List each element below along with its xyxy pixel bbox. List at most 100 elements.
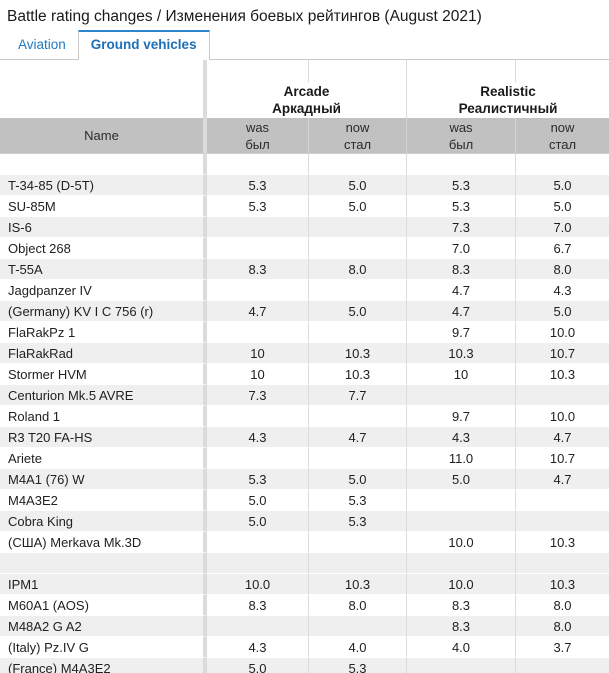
realistic-was-value: 7.3 xyxy=(406,217,515,238)
realistic-now-value: 8.0 xyxy=(515,595,609,616)
arcade-was-value: 7.3 xyxy=(207,385,308,406)
table-row: FlaRakRad 10 10.3 10.3 10.7 xyxy=(0,343,609,364)
realistic-was-value xyxy=(406,490,515,511)
realistic-was-value: 10.3 xyxy=(406,343,515,364)
vehicle-name: IPM1 xyxy=(0,574,207,595)
table-top-gap-row xyxy=(0,154,609,175)
vehicle-name: Cobra King xyxy=(0,511,207,532)
table-row: (France) M4A3E2 5.0 5.3 xyxy=(0,658,609,673)
realistic-was-value: 8.3 xyxy=(406,259,515,280)
table-row: R3 T20 FA-HS 4.3 4.7 4.3 4.7 xyxy=(0,427,609,448)
spacer-cell xyxy=(308,553,406,574)
table-row: Object 268 7.0 6.7 xyxy=(0,238,609,259)
vehicle-name: Stormer HVM xyxy=(0,364,207,385)
arcade-was-value: 5.0 xyxy=(207,511,308,532)
realistic-now-value: 10.7 xyxy=(515,448,609,469)
realistic-label-ru: Реалистичный xyxy=(458,101,558,116)
realistic-now-value xyxy=(515,490,609,511)
vehicle-name: Roland 1 xyxy=(0,406,207,427)
arcade-was-value: 8.3 xyxy=(207,259,308,280)
realistic-now-value: 5.0 xyxy=(515,196,609,217)
realistic-was-value: 9.7 xyxy=(406,406,515,427)
realistic-now-value: 10.7 xyxy=(515,343,609,364)
arcade-now-value: 8.0 xyxy=(308,259,406,280)
vehicle-name: (France) M4A3E2 xyxy=(0,658,207,673)
arcade-now-value: 7.7 xyxy=(308,385,406,406)
realistic-was-value: 11.0 xyxy=(406,448,515,469)
arcade-was-value xyxy=(207,238,308,259)
arcade-now-value: 5.3 xyxy=(308,658,406,673)
arcade-now-value xyxy=(308,280,406,301)
tab-ground-vehicles[interactable]: Ground vehicles xyxy=(77,30,210,60)
realistic-was-value: 4.0 xyxy=(406,637,515,658)
realistic-now-value: 10.3 xyxy=(515,574,609,595)
table-row: Centurion Mk.5 AVRE 7.3 7.7 xyxy=(0,385,609,406)
table-row: M4A1 (76) W 5.3 5.0 5.0 4.7 xyxy=(0,469,609,490)
table-row: Jagdpanzer IV 4.7 4.3 xyxy=(0,280,609,301)
arcade-was-value: 4.7 xyxy=(207,301,308,322)
arcade-now-value xyxy=(308,616,406,637)
arcade-was-value: 10.0 xyxy=(207,574,308,595)
arcade-label-en: Arcade xyxy=(283,84,330,99)
realistic-now-value xyxy=(515,511,609,532)
arcade-now-value xyxy=(308,217,406,238)
realistic-now-value: 10.3 xyxy=(515,532,609,553)
mode-header-row: Arcade Аркадный Realistic Реалистичный xyxy=(0,82,609,118)
table-row: T-55A 8.3 8.0 8.3 8.0 xyxy=(0,259,609,280)
realistic-was-value: 5.0 xyxy=(406,469,515,490)
arcade-was-value: 5.3 xyxy=(207,175,308,196)
arcade-now-value: 10.3 xyxy=(308,364,406,385)
realistic-now-value: 6.7 xyxy=(515,238,609,259)
arcade-was-value xyxy=(207,217,308,238)
column-header-row: Name was был now стал was был now стал xyxy=(0,118,609,154)
realistic-now-value: 5.0 xyxy=(515,175,609,196)
battle-rating-table: Arcade Аркадный Realistic Реалистичный N… xyxy=(0,60,609,673)
arcade-was-value: 4.3 xyxy=(207,637,308,658)
vehicle-name: T-55A xyxy=(0,259,207,280)
realistic-now-value: 8.0 xyxy=(515,616,609,637)
realistic-now-value: 10.3 xyxy=(515,364,609,385)
arcade-was-value xyxy=(207,322,308,343)
realistic-now-value: 3.7 xyxy=(515,637,609,658)
arcade-now-value: 5.0 xyxy=(308,301,406,322)
column-group-realistic: Realistic Реалистичный xyxy=(406,82,609,118)
arcade-now-value xyxy=(308,322,406,343)
realistic-was-value: 4.7 xyxy=(406,301,515,322)
table-row: SU-85M 5.3 5.0 5.3 5.0 xyxy=(0,196,609,217)
table-row: T-34-85 (D-5T) 5.3 5.0 5.3 5.0 xyxy=(0,175,609,196)
column-header-realistic-was: was был xyxy=(406,118,515,154)
realistic-now-value: 8.0 xyxy=(515,259,609,280)
vehicle-name: Ariete xyxy=(0,448,207,469)
vehicle-name: R3 T20 FA-HS xyxy=(0,427,207,448)
vehicle-name: (Germany) KV I C 756 (r) xyxy=(0,301,207,322)
arcade-now-value xyxy=(308,406,406,427)
column-group-arcade: Arcade Аркадный xyxy=(207,82,406,118)
arcade-now-value xyxy=(308,238,406,259)
spacer-cell xyxy=(207,553,308,574)
realistic-was-value: 7.0 xyxy=(406,238,515,259)
vehicle-name: FlaRakRad xyxy=(0,343,207,364)
table-row: Ariete 11.0 10.7 xyxy=(0,448,609,469)
arcade-label-ru: Аркадный xyxy=(272,101,341,116)
tab-aviation[interactable]: Aviation xyxy=(18,37,66,52)
table-row: Cobra King 5.0 5.3 xyxy=(0,511,609,532)
spacer-cell xyxy=(515,553,609,574)
arcade-was-value xyxy=(207,406,308,427)
arcade-was-value: 4.3 xyxy=(207,427,308,448)
arcade-now-value: 10.3 xyxy=(308,343,406,364)
realistic-now-value xyxy=(515,385,609,406)
realistic-was-value: 4.3 xyxy=(406,427,515,448)
arcade-was-value: 8.3 xyxy=(207,595,308,616)
arcade-now-value: 5.3 xyxy=(308,490,406,511)
vehicle-name: Object 268 xyxy=(0,238,207,259)
column-header-arcade-now: now стал xyxy=(308,118,406,154)
arcade-was-value: 5.3 xyxy=(207,469,308,490)
spacer-cell xyxy=(0,553,207,574)
table-row: M60A1 (AOS) 8.3 8.0 8.3 8.0 xyxy=(0,595,609,616)
arcade-now-value: 10.3 xyxy=(308,574,406,595)
realistic-was-value: 5.3 xyxy=(406,175,515,196)
vehicle-name: (Italy) Pz.IV G xyxy=(0,637,207,658)
vehicle-name: M60A1 (AOS) xyxy=(0,595,207,616)
table-row: IS-6 7.3 7.0 xyxy=(0,217,609,238)
realistic-now-value: 10.0 xyxy=(515,406,609,427)
